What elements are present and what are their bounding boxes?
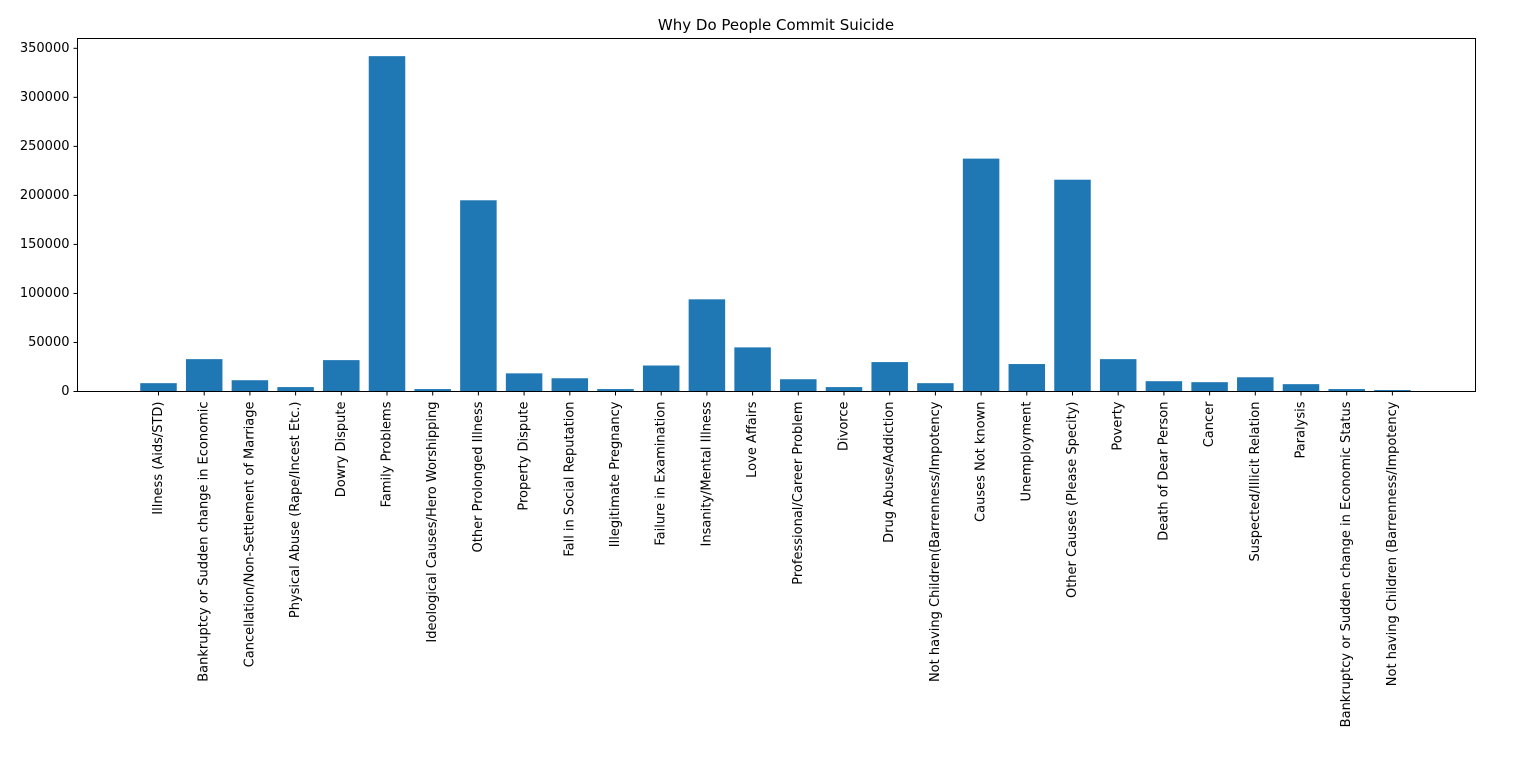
x-tick-label: Paralysis xyxy=(1294,401,1309,458)
chart-title: Why Do People Commit Suicide xyxy=(658,16,894,34)
bar xyxy=(962,158,1000,392)
y-tick-label: 350000 xyxy=(20,41,70,56)
x-tick-label: Other Prolonged Illness xyxy=(471,401,486,552)
y-tick-label: 250000 xyxy=(20,139,70,154)
x-tick-label: Drug Abuse/Addiction xyxy=(882,402,897,543)
x-tick-label: Unemployment xyxy=(1019,402,1034,502)
x-tick-label: Divorce xyxy=(837,402,852,451)
bar xyxy=(1191,382,1228,392)
bar xyxy=(1328,389,1365,392)
x-tick-label: Other Causes (Please Specity) xyxy=(1065,402,1080,599)
y-tick-label: 100000 xyxy=(20,286,70,301)
bar xyxy=(1008,364,1046,392)
x-tick-label: Not having Children(Barrenness/Impotency xyxy=(928,401,943,682)
bar xyxy=(323,360,360,392)
x-tick-label: Failure in Examination xyxy=(654,402,669,546)
bar xyxy=(825,387,863,392)
bar xyxy=(688,299,726,392)
bar xyxy=(231,380,269,392)
y-tick-label: 200000 xyxy=(20,188,70,203)
y-tick-label: 150000 xyxy=(20,237,70,252)
bar xyxy=(460,200,497,392)
x-tick-label: Dowry Dispute xyxy=(334,402,349,498)
x-tick-label: Death of Dear Person xyxy=(1156,402,1171,541)
plot-frame xyxy=(77,38,1476,392)
bar xyxy=(1282,384,1320,392)
x-tick-label: Illness (Aids/STD) xyxy=(151,402,166,515)
bar xyxy=(1237,377,1274,392)
x-tick-label: Poverty xyxy=(1111,401,1126,450)
x-axis: Illness (Aids/STD) Bankruptcy or Sudden c… xyxy=(151,391,1400,727)
bar xyxy=(1054,179,1091,392)
x-tick-label: Fall in Social Reputation xyxy=(562,402,577,557)
y-tick-label: 50000 xyxy=(28,335,69,350)
x-tick-label: Physical Abuse (Rape/Incest Etc.) xyxy=(288,402,303,619)
x-tick-label: Professional/Career Problem xyxy=(791,402,806,585)
bar xyxy=(551,378,589,392)
bar xyxy=(505,373,543,392)
bar xyxy=(1374,390,1411,392)
x-tick-label: Cancellation/Non-Settlement of Marriage xyxy=(242,401,257,667)
x-tick-label: Illegitimate Pregnancy xyxy=(608,401,623,547)
bar xyxy=(140,383,177,392)
bar xyxy=(780,379,817,392)
y-axis: 0 50000 100000 150000 200000 250000 300000 3500… xyxy=(20,41,78,399)
bar xyxy=(185,359,223,392)
x-tick-label: Family Problems xyxy=(380,401,395,507)
x-tick-label: Love Affairs xyxy=(745,401,760,478)
y-tick-label: 300000 xyxy=(20,90,70,105)
bar xyxy=(1145,381,1183,392)
x-tick-label: Ideological Causes/Hero Worshipping xyxy=(425,402,440,643)
bars-group xyxy=(140,56,1411,392)
x-tick-label: Insanity/Mental Illness xyxy=(699,401,714,546)
bar xyxy=(734,347,771,392)
x-tick-label: Bankruptcy or Sudden change in Economic xyxy=(197,402,212,682)
x-tick-label: Bankruptcy or Sudden change in Economic … xyxy=(1339,401,1354,727)
bar xyxy=(368,56,406,392)
bar xyxy=(1099,359,1137,392)
x-tick-label: Not having Children (Barrenness/Impotenc… xyxy=(1385,401,1400,686)
bar xyxy=(871,362,908,392)
x-tick-label: Property Dispute xyxy=(517,402,532,511)
bar xyxy=(277,387,314,392)
bar xyxy=(414,389,451,392)
y-tick-label: 0 xyxy=(61,384,69,399)
x-tick-label: Causes Not known xyxy=(974,402,989,522)
bar xyxy=(597,389,634,392)
x-tick-label: Cancer xyxy=(1202,401,1217,447)
bar xyxy=(642,365,680,392)
x-tick-label: Suspected/Illicit Relation xyxy=(1248,402,1263,562)
bar xyxy=(917,383,954,392)
